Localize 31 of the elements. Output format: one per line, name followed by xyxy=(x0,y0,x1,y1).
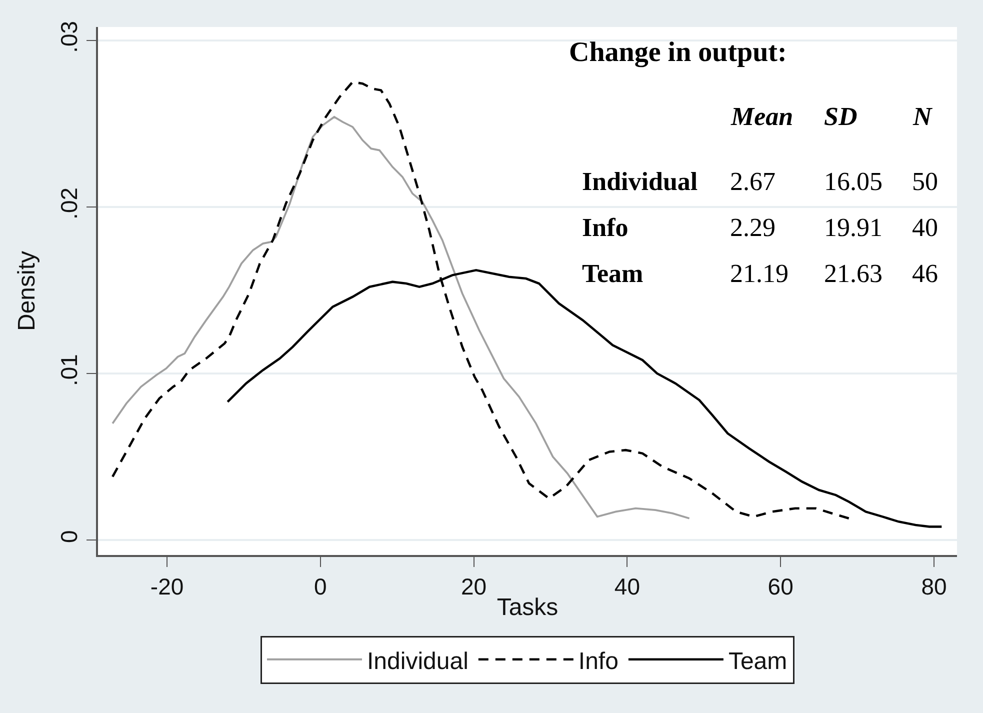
annotation: Team xyxy=(582,259,644,288)
annotation: SD xyxy=(824,102,858,131)
y-axis-title: Density xyxy=(14,250,41,332)
y-tick-label: 0 xyxy=(56,530,82,543)
annotation: N xyxy=(912,102,933,131)
legend-label: Info xyxy=(578,648,618,675)
y-tick-label: .01 xyxy=(56,354,82,386)
annotation: Individual xyxy=(582,167,698,196)
annotation: 46 xyxy=(912,259,938,288)
annotation: 21.19 xyxy=(730,259,788,288)
y-tick-label: .02 xyxy=(56,187,82,220)
annotation: 2.29 xyxy=(730,213,776,242)
x-tick-label: 0 xyxy=(314,573,327,600)
annotation: Mean xyxy=(730,102,794,131)
x-tick-label: 40 xyxy=(614,573,640,600)
annotation: 16.05 xyxy=(824,167,882,196)
annotation: 21.63 xyxy=(824,259,882,288)
annotation: 50 xyxy=(912,167,938,196)
y-tick-label: .03 xyxy=(56,20,82,53)
legend-label: Individual xyxy=(367,648,468,675)
x-tick-label: 20 xyxy=(461,573,487,600)
x-tick-label: -20 xyxy=(150,573,184,600)
annotation: Info xyxy=(582,213,628,242)
x-axis-title: Tasks xyxy=(496,594,558,622)
x-tick-label: 80 xyxy=(921,573,947,600)
annotation: 40 xyxy=(912,213,938,242)
annotation: 2.67 xyxy=(730,167,776,196)
x-tick-label: 60 xyxy=(768,573,794,600)
annotation: Change in output: xyxy=(569,37,787,68)
annotation: 19.91 xyxy=(824,213,882,242)
legend-label: Team xyxy=(728,648,788,675)
